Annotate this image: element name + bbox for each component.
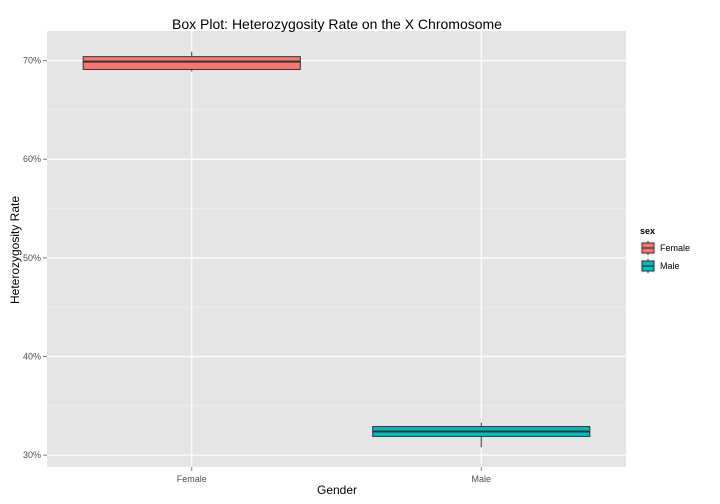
y-axis-ticks: 30% 40% 50% 60% 70% xyxy=(23,56,47,460)
y-tick-label: 50% xyxy=(23,253,41,263)
box-female xyxy=(82,51,301,72)
box-male xyxy=(372,422,591,448)
y-tick-label: 40% xyxy=(23,352,41,362)
x-tick-label: Female xyxy=(177,474,207,484)
y-tick-label: 30% xyxy=(23,450,41,460)
legend: sex Female Male xyxy=(639,226,690,275)
y-tick-label: 60% xyxy=(23,154,41,164)
legend-label: Male xyxy=(660,261,680,271)
legend-label: Female xyxy=(660,243,690,253)
legend-title: sex xyxy=(640,226,655,236)
box-body xyxy=(82,56,301,70)
grid-minor-lines xyxy=(47,109,626,407)
x-tick-label: Male xyxy=(471,474,491,484)
panel-background xyxy=(47,31,626,467)
y-axis-title: Heterozygosity Rate xyxy=(8,196,22,304)
chart-title: Box Plot: Heterozygosity Rate on the X C… xyxy=(172,16,502,32)
grid-major-lines xyxy=(47,31,626,467)
box-series xyxy=(82,51,591,448)
x-axis-ticks: Female Male xyxy=(177,467,491,484)
y-tick-label: 70% xyxy=(23,56,41,66)
legend-item-female: Female xyxy=(639,239,690,257)
legend-item-male: Male xyxy=(639,257,680,275)
x-axis-title: Gender xyxy=(317,483,357,497)
